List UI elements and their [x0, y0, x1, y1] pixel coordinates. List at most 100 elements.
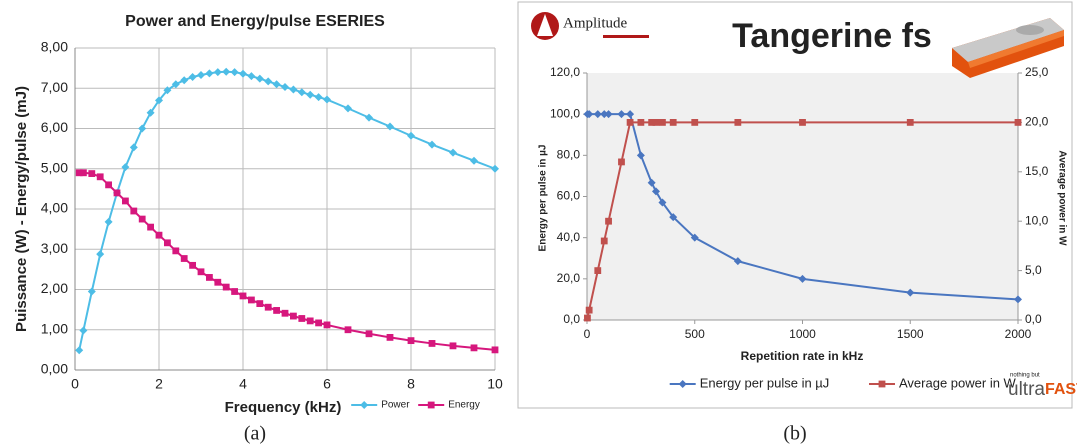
data-point [290, 312, 297, 320]
series-line [78, 70, 496, 351]
legend-marker [678, 380, 687, 388]
x-tick-label: 1000 [789, 327, 816, 341]
data-point [197, 268, 205, 276]
data-point [88, 170, 96, 177]
data-point [386, 333, 394, 341]
data-point [658, 198, 667, 207]
legend-label: Average power in W [899, 375, 1017, 390]
data-point [1014, 295, 1022, 304]
data-point [734, 119, 742, 126]
data-point [651, 187, 660, 196]
chart-title: Power and Energy/pulse ESERIES [125, 13, 385, 30]
data-point [105, 181, 112, 189]
data-point [180, 255, 188, 262]
plot-background [587, 73, 1018, 320]
data-point [906, 288, 915, 297]
data-point [96, 173, 104, 181]
x-tick-label: 1500 [897, 327, 924, 341]
data-point [323, 95, 331, 104]
data-point [652, 119, 660, 126]
data-point [491, 346, 499, 354]
data-point [87, 287, 96, 296]
data-point [306, 90, 315, 99]
data-point [189, 261, 196, 269]
data-point [147, 223, 154, 231]
data-point [264, 77, 273, 86]
data-point [647, 178, 656, 187]
x-tick-label: 0 [71, 376, 79, 392]
data-point [344, 326, 352, 334]
x-tick-label: 4 [239, 376, 247, 392]
data-point [138, 124, 147, 133]
data-point [248, 296, 255, 304]
data-point [231, 288, 238, 295]
legend-label: Power [381, 400, 410, 411]
chart-title: Tangerine fs [732, 17, 932, 55]
y-tick-label: 4,00 [41, 200, 68, 216]
data-point [230, 68, 239, 77]
y-tick-label: 1,00 [41, 320, 68, 336]
data-point [659, 119, 666, 126]
x-axis-label: Repetition rate in kHz [741, 349, 864, 363]
data-point [163, 86, 172, 95]
data-point [604, 110, 613, 119]
caption: (a) [244, 423, 266, 445]
data-point [386, 122, 394, 131]
data-point [298, 315, 306, 322]
data-point [138, 215, 146, 223]
y-tick-label: 0,0 [563, 312, 580, 326]
data-point [281, 309, 289, 317]
x-tick-label: 2 [155, 376, 163, 392]
data-point [289, 85, 298, 94]
x-tick-label: 500 [685, 327, 705, 341]
data-point [491, 164, 499, 173]
data-point [239, 69, 247, 78]
data-point [80, 169, 87, 177]
device-illustration [952, 18, 1064, 78]
y-axis-label: Energy per pulse in µJ [538, 145, 549, 252]
data-point [155, 231, 163, 239]
data-point [470, 344, 478, 352]
data-point [121, 163, 130, 172]
data-point [297, 88, 306, 97]
y-tick-label: 120,0 [550, 65, 580, 79]
data-point [626, 119, 634, 126]
y2-tick-label: 10,0 [1025, 213, 1049, 227]
data-point [79, 326, 88, 335]
footer-logo-small: nothing but [1010, 373, 1040, 379]
data-point [449, 342, 457, 350]
data-point [365, 330, 373, 338]
y-tick-label: 60,0 [557, 189, 581, 203]
x-tick-label: 2000 [1005, 327, 1032, 341]
data-point [626, 110, 635, 119]
data-point [407, 131, 415, 140]
legend-marker [360, 401, 369, 409]
data-point [600, 110, 609, 119]
data-point [222, 283, 230, 291]
data-point [428, 140, 436, 149]
data-point [129, 143, 138, 152]
y-axis-label: Puissance (W) - Energy/pulse (mJ) [13, 86, 30, 332]
data-point [104, 217, 113, 226]
data-point [171, 80, 180, 89]
footer-logo: ultraFAST [1008, 379, 1077, 400]
data-point [600, 237, 608, 245]
data-point [798, 274, 807, 283]
data-point [648, 119, 656, 126]
data-point [239, 292, 247, 300]
data-point [733, 257, 742, 266]
data-point [323, 321, 331, 329]
data-point [247, 72, 256, 81]
data-point [75, 169, 83, 177]
data-point [113, 189, 121, 197]
legend-marker [427, 401, 435, 409]
data-point [593, 110, 602, 119]
data-point [122, 197, 129, 205]
y2-tick-label: 5,0 [1025, 263, 1042, 277]
logo-text: Amplitude [563, 15, 628, 31]
y-tick-label: 3,00 [41, 240, 68, 256]
data-point [585, 110, 594, 119]
y-tick-label: 6,00 [41, 119, 68, 135]
data-point [344, 104, 352, 113]
